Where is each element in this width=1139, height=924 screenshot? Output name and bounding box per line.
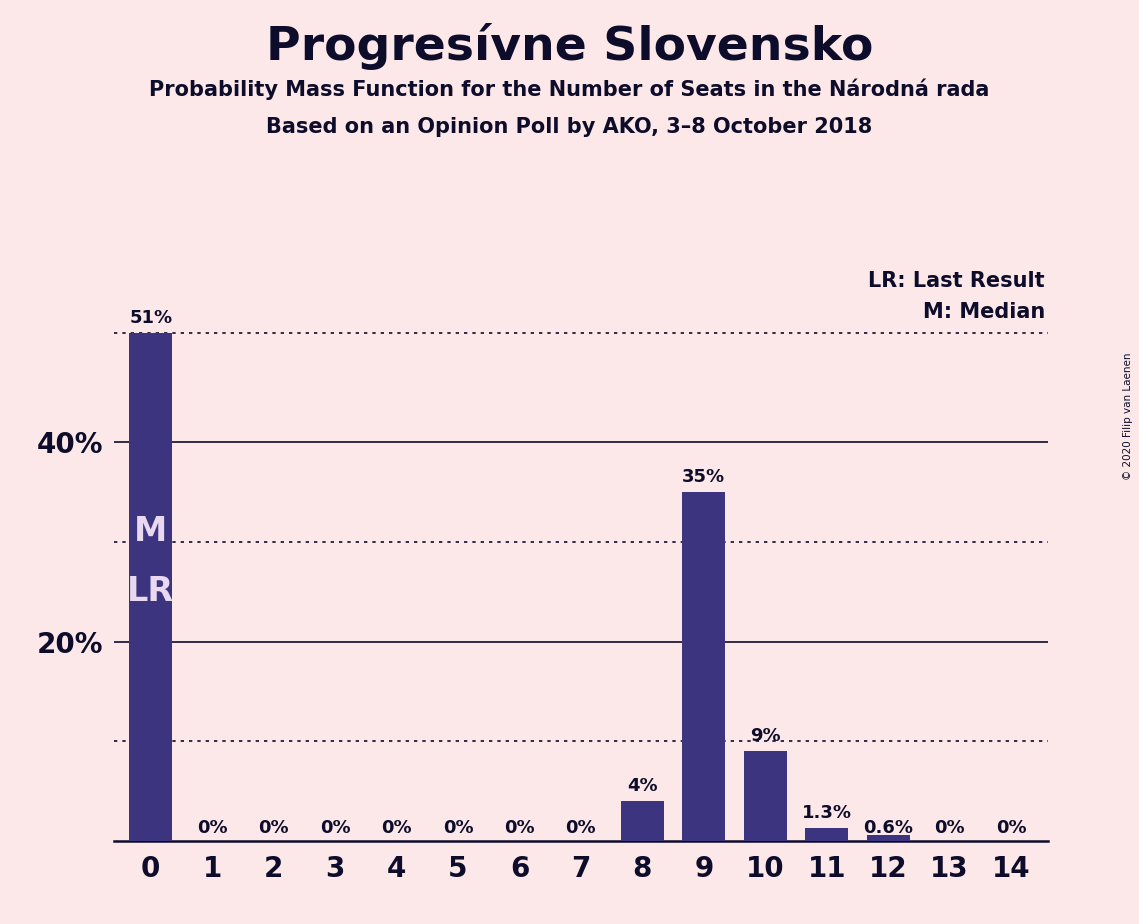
Text: 51%: 51% <box>129 309 172 327</box>
Text: M: M <box>134 516 167 549</box>
Bar <box>129 333 172 841</box>
Bar <box>621 801 664 841</box>
Text: Based on an Opinion Poll by AKO, 3–8 October 2018: Based on an Opinion Poll by AKO, 3–8 Oct… <box>267 117 872 138</box>
Text: 0%: 0% <box>934 819 965 837</box>
Bar <box>867 835 910 841</box>
Text: Probability Mass Function for the Number of Seats in the Národná rada: Probability Mass Function for the Number… <box>149 79 990 100</box>
Bar <box>682 492 726 841</box>
Bar <box>805 828 849 841</box>
Text: 0%: 0% <box>320 819 351 837</box>
Text: 0%: 0% <box>566 819 596 837</box>
Text: 0%: 0% <box>505 819 534 837</box>
Text: 0%: 0% <box>443 819 474 837</box>
Text: LR: Last Result: LR: Last Result <box>868 271 1044 291</box>
Text: 0%: 0% <box>197 819 228 837</box>
Text: 0%: 0% <box>259 819 289 837</box>
Text: 0.6%: 0.6% <box>863 819 913 837</box>
Text: 1.3%: 1.3% <box>802 804 852 822</box>
Text: 9%: 9% <box>749 727 780 745</box>
Text: 4%: 4% <box>628 777 657 795</box>
Text: Progresívne Slovensko: Progresívne Slovensko <box>265 23 874 70</box>
Text: 35%: 35% <box>682 468 726 486</box>
Bar <box>744 751 787 841</box>
Text: © 2020 Filip van Laenen: © 2020 Filip van Laenen <box>1123 352 1133 480</box>
Text: 0%: 0% <box>382 819 412 837</box>
Text: 0%: 0% <box>995 819 1026 837</box>
Text: LR: LR <box>128 576 174 608</box>
Text: M: Median: M: Median <box>923 302 1044 322</box>
